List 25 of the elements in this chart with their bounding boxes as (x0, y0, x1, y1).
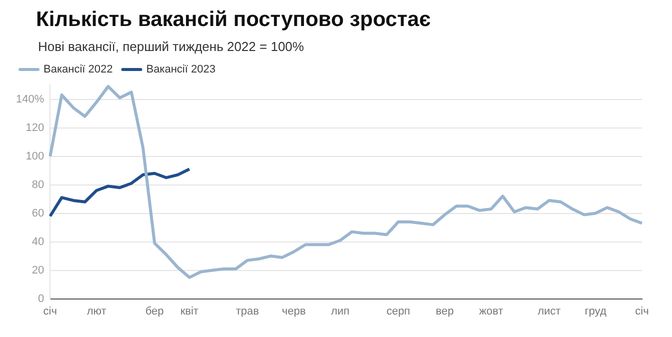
y-tick-label: 80 (32, 178, 44, 191)
y-tick-label: 60 (32, 207, 44, 220)
y-tick-label: 120 (26, 122, 44, 134)
x-tick-label: лист (538, 305, 561, 318)
x-tick-label: січ (43, 305, 57, 318)
y-tick-label: 100 (26, 150, 44, 162)
x-tick-label: жовт (479, 305, 504, 318)
chart-subtitle: Нові вакансії, перший тиждень 2022 = 100% (38, 39, 305, 54)
chart-title: Кількість вакансій поступово зростає (36, 8, 432, 32)
y-tick-label: 20 (32, 264, 44, 276)
x-tick-label: груд (584, 305, 607, 318)
x-tick-label: січ (635, 305, 649, 318)
x-tick-label: квіт (180, 305, 198, 318)
x-tick-label: черв (282, 305, 306, 318)
x-tick-label: лют (86, 305, 106, 318)
legend-label: Вакансії 2023 (146, 64, 216, 76)
y-tick-label: 0 (38, 292, 44, 305)
y-tick-label: 40 (32, 236, 44, 248)
x-tick-label: лип (331, 305, 350, 318)
x-tick-label: вер (436, 305, 454, 318)
legend-label: Вакансії 2022 (44, 64, 113, 76)
y-tick-label: 140% (16, 93, 44, 106)
x-tick-label: серп (386, 305, 410, 318)
x-tick-label: бер (145, 305, 164, 318)
x-tick-label: трав (236, 305, 260, 318)
